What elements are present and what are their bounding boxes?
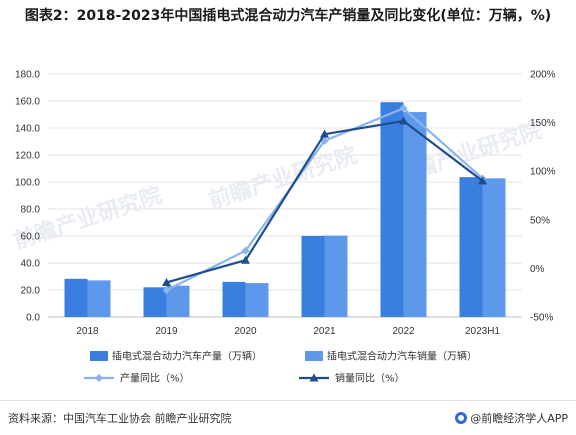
legend-production-label: 插电式混合动力汽车产量（万辆） [112, 350, 262, 363]
x-tick-label: 2018 [76, 326, 99, 337]
brand-logo-icon [455, 412, 468, 424]
sales-bar [324, 235, 348, 317]
production-yoy-point [162, 286, 171, 295]
x-tick-label: 2023H1 [465, 326, 500, 337]
brand-credit[interactable]: @前瞻经济学人APP [455, 410, 568, 426]
sales-yoy-point [399, 116, 408, 125]
left-tick-label: 40.0 [21, 259, 41, 270]
production-bar [380, 102, 404, 317]
production-yoy-point [241, 246, 250, 255]
legend-sales-yoy-marker [309, 373, 319, 382]
sales-bar [403, 112, 427, 317]
production-bar [143, 287, 167, 317]
left-tick-label: 80.0 [21, 205, 41, 216]
left-tick-label: 100.0 [15, 178, 40, 189]
right-tick-label: 150% [530, 118, 556, 129]
sales-yoy-point [478, 176, 487, 185]
right-tick-label: 50% [530, 215, 550, 226]
sales-bar [87, 280, 111, 317]
legend-sales-swatch [305, 351, 323, 361]
left-tick-label: 120.0 [15, 151, 40, 162]
right-tick-label: 0% [530, 264, 545, 275]
watermark-text: 前瞻产业研究院 [11, 182, 166, 254]
legend-production-yoy-label: 产量同比（%） [120, 372, 190, 385]
yoy-lines [162, 104, 487, 295]
left-tick-label: 140.0 [15, 124, 40, 135]
gridlines [48, 73, 522, 318]
sales-bar [166, 285, 190, 317]
left-tick-label: 0.0 [26, 313, 40, 324]
legend-sales-yoy: 销量同比（%） [299, 372, 405, 385]
x-tick-label: 2022 [392, 326, 415, 337]
sales-yoy-point [241, 255, 250, 264]
sales-bar [482, 178, 506, 317]
right-tick-label: 200% [530, 70, 556, 81]
sales-bar [245, 283, 269, 317]
left-axis-ticks: 0.0 20.0 40.0 60.0 80.0 100.0 120.0 140.0 160.0 1… [15, 70, 40, 324]
legend-production: 插电式混合动力汽车产量（万辆） [90, 350, 262, 363]
right-axis-ticks: -50% 0% 50% 100% 150% 200% [530, 70, 556, 324]
right-tick-label: -50% [530, 313, 553, 324]
bars [64, 102, 506, 317]
legend-production-yoy: 产量同比（%） [84, 372, 190, 385]
brand-label: @前瞻经济学人APP [470, 412, 568, 425]
sales-yoy-point [162, 277, 171, 286]
legend-sales-label: 插电式混合动力汽车销量（万辆） [327, 350, 477, 363]
left-tick-label: 160.0 [15, 97, 40, 108]
x-tick-label: 2021 [313, 326, 336, 337]
watermark-text: 前瞻产业研究院 [206, 142, 361, 214]
production-bar [459, 177, 483, 317]
left-tick-label: 20.0 [21, 286, 41, 297]
legend-production-yoy-marker [95, 374, 103, 382]
sales-yoy-point [320, 129, 329, 138]
left-tick-label: 180.0 [15, 70, 40, 81]
legend-production-swatch [90, 351, 108, 361]
legend-sales: 插电式混合动力汽车销量（万辆） [305, 350, 477, 363]
x-tick-label: 2019 [155, 326, 178, 337]
production-bar [222, 281, 246, 317]
production-bar [64, 278, 88, 317]
x-axis-ticks: 2018 2019 2020 2021 2022 2023H1 [76, 326, 500, 337]
production-yoy-point [399, 104, 408, 113]
x-tick-label: 2020 [234, 326, 257, 337]
chart-title: 图表2：2018-2023年中国插电式混合动力汽车产销量及同比变化(单位：万辆，… [24, 8, 552, 24]
right-tick-label: 100% [530, 167, 556, 178]
legend: 插电式混合动力汽车产量（万辆） 插电式混合动力汽车销量（万辆） 产量同比（%） 销量同… [84, 350, 477, 385]
footer: 资料来源：中国汽车工业协会 前瞻产业研究院 @前瞻经济学人APP [0, 400, 576, 435]
legend-sales-yoy-label: 销量同比（%） [335, 372, 405, 385]
production-bar [301, 235, 325, 317]
source-note: 资料来源：中国汽车工业协会 前瞻产业研究院 [8, 412, 232, 425]
left-tick-label: 60.0 [21, 232, 41, 243]
